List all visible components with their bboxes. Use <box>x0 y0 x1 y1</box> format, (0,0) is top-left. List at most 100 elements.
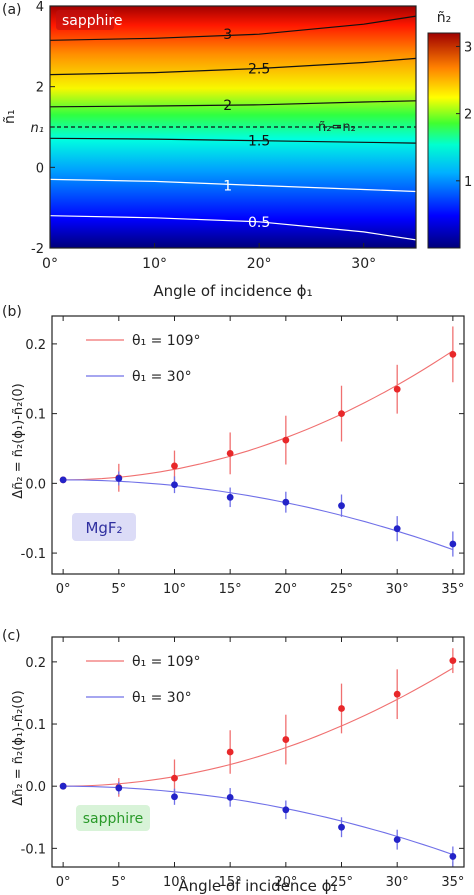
data-point <box>171 793 178 801</box>
y-tick-label: 0.0 <box>25 780 46 795</box>
colorbar <box>427 32 461 249</box>
colorbar-tick-label: 3 <box>464 40 472 55</box>
y-tick-label-a: n₁ <box>31 121 44 136</box>
contour-label: 1.5 <box>248 134 270 150</box>
contour-line <box>49 178 417 193</box>
data-point <box>226 748 234 756</box>
x-tick-label: 15° <box>219 582 242 597</box>
data-point <box>449 853 457 860</box>
contour-line <box>49 100 417 108</box>
panel-c: (c) 0.2 0.1 0.0 -0.1 0° 5° 10° 15° 20° 25° 30° 35° θ… <box>2 628 465 895</box>
panel-c-label: (c) <box>2 628 21 644</box>
x-axis-label-a: Angle of incidence ϕ₁ <box>153 282 312 300</box>
material-label-b-bg <box>72 513 136 541</box>
plot-frame-c <box>51 636 465 868</box>
plot-c: 0.2 0.1 0.0 -0.1 0° 5° 10° 15° 20° 25° 30° 35° θ₁ = … <box>21 637 464 890</box>
data-point <box>449 350 457 358</box>
fit-line <box>63 785 454 856</box>
colorbar-tick-label: 2 <box>464 108 472 123</box>
data-point <box>115 475 123 482</box>
legend-label: θ₁ = 109° <box>132 654 201 670</box>
data-point <box>226 793 234 801</box>
contour-label: 3 <box>223 27 232 43</box>
data-point <box>338 823 345 831</box>
data-point <box>282 436 290 444</box>
fit-line <box>63 350 454 481</box>
data-point <box>393 690 401 698</box>
x-tick-label: 30° <box>386 875 409 890</box>
data-point <box>115 784 123 792</box>
data-point <box>338 705 345 712</box>
material-label-a: sapphire <box>62 13 122 29</box>
data-point <box>282 498 290 506</box>
material-label-b: MgF₂ <box>85 519 122 537</box>
panel-a: (a) 3 2.5 2 1.5 1 0.5 sapphire ñ₂=n₂ 4 2 n₁ 0 -20… <box>2 0 472 300</box>
y-tick-label: 0.0 <box>25 477 46 492</box>
y-tick-label: -0.1 <box>21 842 46 857</box>
y-tick-label: -0.1 <box>21 547 46 562</box>
y-tick-label-a: -2 <box>31 242 44 257</box>
data-point <box>449 540 457 548</box>
data-point <box>393 525 401 533</box>
legend-label: θ₁ = 30° <box>132 690 192 706</box>
contour-label: 2.5 <box>248 62 270 78</box>
x-tick-label-a: 10° <box>142 256 167 272</box>
data-point <box>171 774 178 782</box>
x-tick-label: 25° <box>330 875 353 890</box>
fit-line <box>63 667 454 787</box>
contour-label: 2 <box>223 98 232 114</box>
x-tick-label-a: 0° <box>42 256 58 272</box>
data-point <box>59 476 67 484</box>
plot-b: 0.2 0.1 0.0 -0.1 0° 5° 10° 15° 20° 25° 30° 35° θ₁ = … <box>21 316 464 597</box>
x-tick-label: 0° <box>56 582 71 597</box>
contour-label: 1 <box>223 178 232 194</box>
axes-a: 4 2 n₁ 0 -20° 10° 20° 30° <box>31 0 377 272</box>
data-point <box>226 449 234 457</box>
contour-label: 0.5 <box>248 215 270 231</box>
data-point <box>393 836 401 844</box>
contour-lines: 3 2.5 2 1.5 1 0.5 <box>49 15 417 241</box>
panel-b: (b) 0.2 0.1 0.0 -0.1 0° 5° 10° 15° 20° 25° 30° 35° θ… <box>2 304 465 597</box>
y-tick-label: 0.1 <box>25 408 46 423</box>
plot-frame-b <box>51 315 465 575</box>
data-point <box>449 657 457 665</box>
x-tick-label: 10° <box>163 582 186 597</box>
y-tick-label: 0.2 <box>25 656 46 671</box>
x-tick-label: 25° <box>330 582 353 597</box>
panel-b-label: (b) <box>2 304 22 320</box>
panel-a-label: (a) <box>2 2 22 18</box>
y-tick-label: 0.2 <box>25 338 46 353</box>
x-tick-label-a: 30° <box>351 256 376 272</box>
data-point <box>393 385 401 393</box>
x-tick-label: 0° <box>56 875 71 890</box>
x-tick-label: 10° <box>163 875 186 890</box>
x-tick-label: 5° <box>111 582 126 597</box>
material-label-c: sapphire <box>83 811 143 827</box>
data-point <box>338 502 345 510</box>
dashed-line-label: ñ₂=n₂ <box>318 120 356 135</box>
contour-line <box>49 215 417 241</box>
colorbar-ticks: 1 2 3 <box>456 40 472 190</box>
contour-line <box>49 137 417 144</box>
x-tick-label: 5° <box>111 875 126 890</box>
x-tick-label-a: 20° <box>247 256 272 272</box>
y-axis-label-c: Δñ₂ = ñ₂(ϕ₁)-ñ₂(0) <box>11 690 26 805</box>
data-point <box>226 493 234 501</box>
y-tick-label-a: 0 <box>36 161 44 176</box>
y-tick-label: 0.1 <box>25 718 46 733</box>
x-tick-label: 35° <box>441 582 464 597</box>
data-point <box>171 462 178 470</box>
data-point <box>59 782 67 790</box>
x-tick-label: 35° <box>441 875 464 890</box>
contour-line <box>49 57 417 76</box>
colorbar-tick-label: 1 <box>464 175 472 190</box>
x-axis-label-c: Angle of incidence ϕ₁ <box>178 877 337 895</box>
data-point <box>171 481 178 489</box>
colorbar-title: ñ₂ <box>437 10 452 26</box>
x-tick-label: 20° <box>274 875 297 890</box>
data-point <box>282 806 290 814</box>
legend-label: θ₁ = 109° <box>132 333 201 349</box>
data-point <box>338 410 345 418</box>
x-tick-label: 20° <box>274 582 297 597</box>
